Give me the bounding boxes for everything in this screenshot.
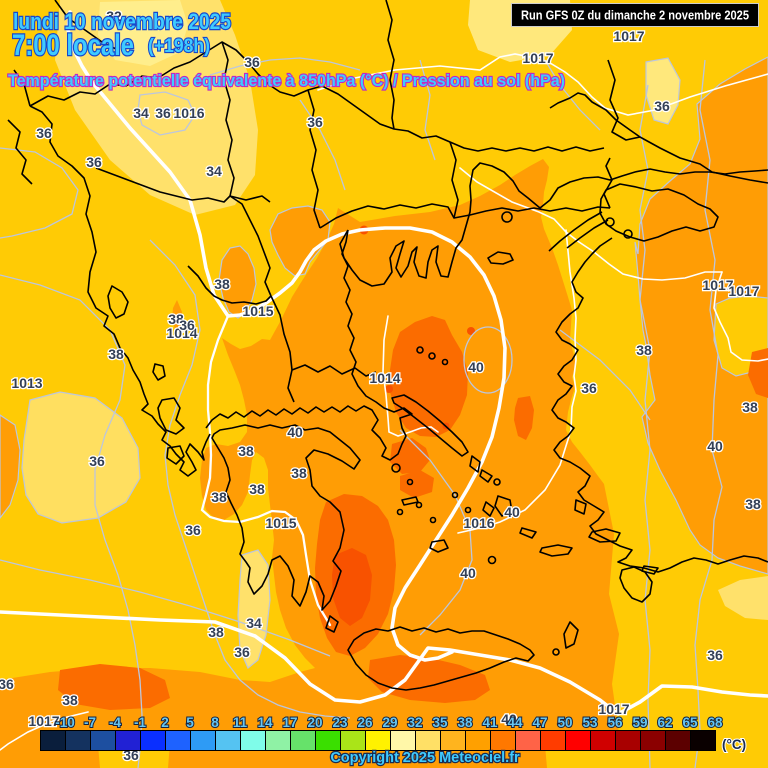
svg-text:36: 36 xyxy=(86,154,102,170)
svg-text:38: 38 xyxy=(742,399,758,415)
svg-text:17: 17 xyxy=(282,715,297,730)
svg-text:(+198h): (+198h) xyxy=(148,36,210,57)
svg-text:1017: 1017 xyxy=(728,283,759,299)
svg-text:36: 36 xyxy=(185,522,201,538)
svg-text:-1: -1 xyxy=(134,715,146,730)
svg-text:41: 41 xyxy=(482,715,498,730)
svg-text:1017: 1017 xyxy=(28,713,59,729)
svg-text:40: 40 xyxy=(460,565,476,581)
svg-text:1017: 1017 xyxy=(598,701,629,717)
svg-text:1015: 1015 xyxy=(242,303,273,319)
svg-text:36: 36 xyxy=(581,380,597,396)
svg-text:38: 38 xyxy=(62,692,78,708)
svg-text:53: 53 xyxy=(582,715,598,730)
svg-text:36: 36 xyxy=(0,676,14,692)
svg-text:36: 36 xyxy=(179,317,195,333)
svg-text:1013: 1013 xyxy=(11,375,42,391)
svg-text:5: 5 xyxy=(186,715,194,730)
svg-text:1016: 1016 xyxy=(463,515,494,531)
svg-text:62: 62 xyxy=(657,715,672,730)
svg-text:40: 40 xyxy=(468,359,484,375)
svg-text:35: 35 xyxy=(432,715,448,730)
svg-text:36: 36 xyxy=(155,105,171,121)
svg-text:34: 34 xyxy=(246,615,262,631)
svg-text:38: 38 xyxy=(457,715,473,730)
svg-text:36: 36 xyxy=(89,453,105,469)
svg-text:40: 40 xyxy=(504,504,520,520)
svg-text:65: 65 xyxy=(682,715,698,730)
svg-text:38: 38 xyxy=(211,489,227,505)
svg-text:34: 34 xyxy=(133,105,149,121)
svg-text:Run GFS 0Z du dimanche 2 novem: Run GFS 0Z du dimanche 2 novembre 2025 xyxy=(521,8,749,23)
svg-text:8: 8 xyxy=(211,715,219,730)
svg-text:56: 56 xyxy=(607,715,623,730)
svg-text:40: 40 xyxy=(287,424,303,440)
svg-text:(°C): (°C) xyxy=(722,737,746,752)
svg-text:1016: 1016 xyxy=(173,105,204,121)
svg-text:26: 26 xyxy=(357,715,373,730)
svg-text:1014: 1014 xyxy=(369,370,400,386)
svg-text:Température potentielle équiva: Température potentielle équivalente à 85… xyxy=(8,71,565,90)
svg-text:47: 47 xyxy=(532,715,547,730)
svg-text:36: 36 xyxy=(307,114,323,130)
svg-text:38: 38 xyxy=(636,342,652,358)
svg-text:36: 36 xyxy=(36,125,52,141)
svg-text:lundi 10 novembre 2025: lundi 10 novembre 2025 xyxy=(13,9,231,34)
svg-text:7:00 locale: 7:00 locale xyxy=(12,29,134,62)
svg-text:-10: -10 xyxy=(55,715,75,730)
svg-text:40: 40 xyxy=(501,711,517,727)
svg-text:1015: 1015 xyxy=(265,515,296,531)
svg-text:1017: 1017 xyxy=(702,277,733,293)
svg-text:-7: -7 xyxy=(84,715,96,730)
svg-text:11: 11 xyxy=(233,715,248,730)
svg-text:29: 29 xyxy=(382,715,397,730)
svg-text:36: 36 xyxy=(234,644,250,660)
svg-text:38: 38 xyxy=(208,624,224,640)
svg-text:44: 44 xyxy=(507,715,523,730)
svg-text:68: 68 xyxy=(707,715,723,730)
svg-text:Copyright 2025 Meteociel.fr: Copyright 2025 Meteociel.fr xyxy=(330,750,520,766)
svg-text:38: 38 xyxy=(745,496,761,512)
svg-text:40: 40 xyxy=(707,438,723,454)
svg-text:38: 38 xyxy=(108,346,124,362)
svg-text:38: 38 xyxy=(249,481,265,497)
svg-text:1017: 1017 xyxy=(522,50,553,66)
svg-text:23: 23 xyxy=(332,715,348,730)
svg-text:38: 38 xyxy=(168,311,184,327)
svg-text:-4: -4 xyxy=(109,715,121,730)
svg-text:38: 38 xyxy=(238,443,254,459)
svg-text:14: 14 xyxy=(257,715,273,730)
svg-text:1017: 1017 xyxy=(613,28,644,44)
svg-text:38: 38 xyxy=(214,276,230,292)
svg-text:36: 36 xyxy=(654,98,670,114)
svg-text:59: 59 xyxy=(632,715,647,730)
svg-text:20: 20 xyxy=(307,715,322,730)
svg-text:1014: 1014 xyxy=(166,325,197,341)
svg-text:38: 38 xyxy=(291,465,307,481)
svg-text:36: 36 xyxy=(707,647,723,663)
svg-text:2: 2 xyxy=(161,715,169,730)
svg-text:32: 32 xyxy=(407,715,422,730)
svg-text:50: 50 xyxy=(557,715,572,730)
svg-text:32: 32 xyxy=(106,8,122,24)
svg-text:36: 36 xyxy=(244,54,260,70)
svg-text:34: 34 xyxy=(206,163,222,179)
